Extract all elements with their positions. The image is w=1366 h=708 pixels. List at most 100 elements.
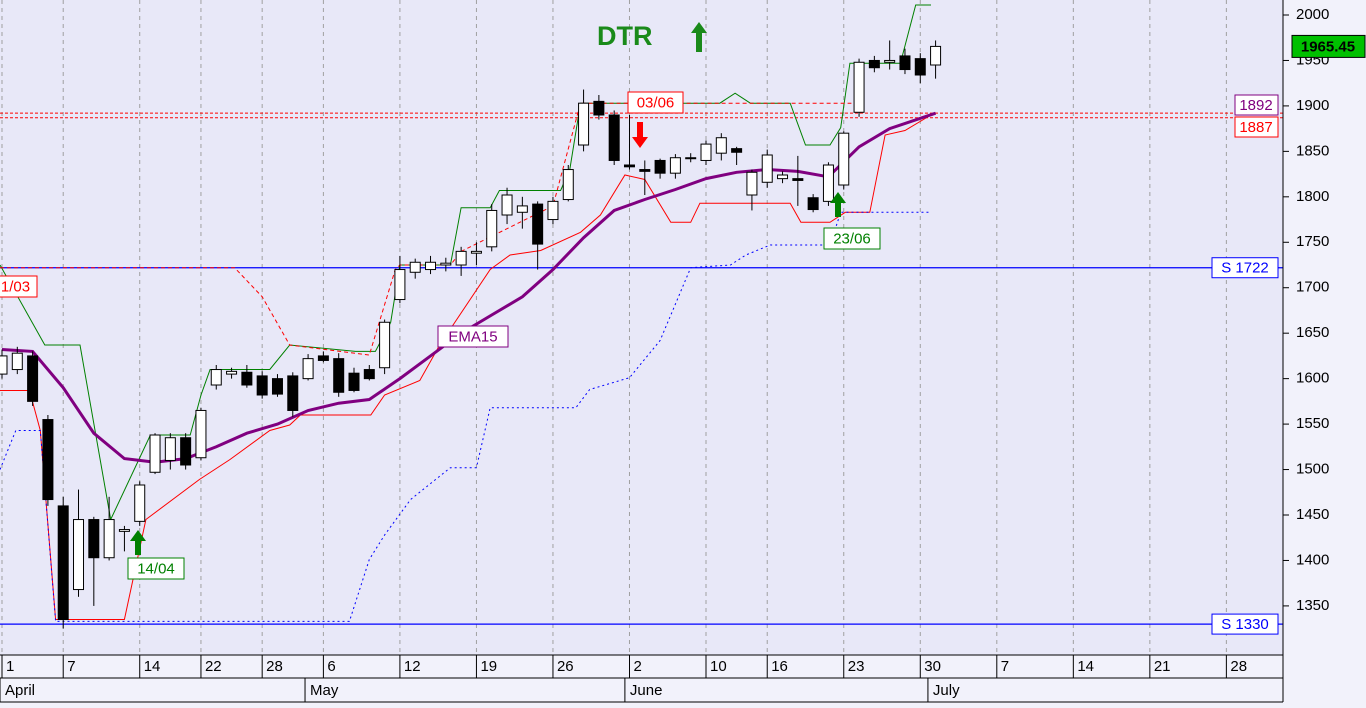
candle-body xyxy=(578,102,590,146)
last-price-box xyxy=(1291,34,1366,58)
annotation-box xyxy=(127,557,185,580)
x-tick-label: 6 xyxy=(327,658,335,675)
month-label: June xyxy=(630,682,663,699)
candle-body xyxy=(118,529,130,532)
candle-body xyxy=(134,484,146,522)
candle-body xyxy=(838,132,850,186)
candle-body xyxy=(868,59,880,69)
support-label-box xyxy=(1211,613,1279,635)
stop-label-box xyxy=(1234,94,1279,116)
overlay-line xyxy=(0,102,852,356)
overlay-line xyxy=(0,4,931,522)
candle-body xyxy=(623,164,635,168)
annotation-box xyxy=(437,325,509,348)
stop-label: 1887 xyxy=(1239,119,1272,136)
candle-body xyxy=(654,159,666,174)
stop-label: 1892 xyxy=(1239,97,1272,114)
y-tick-label: 2000 xyxy=(1296,6,1329,23)
candle-body xyxy=(486,209,498,248)
candle-body xyxy=(914,58,926,76)
candle-body xyxy=(746,171,758,196)
candle-body xyxy=(425,261,437,271)
signal-arrow xyxy=(632,122,648,148)
candle-body xyxy=(226,370,238,375)
candle-body xyxy=(777,174,789,180)
labels: DTR S 1722 S 1330 1892 1887 1965.45 03/06 14/0… xyxy=(0,21,1366,635)
candle-body xyxy=(455,250,467,266)
x-tick-label: 1 xyxy=(6,658,14,675)
signal-arrow xyxy=(130,530,146,555)
candle-body xyxy=(42,419,54,501)
candle-body xyxy=(593,100,605,116)
x-tick-label: 2 xyxy=(633,658,641,675)
candle-body xyxy=(149,434,161,473)
axes: 1350 1400 1450 1500 1550 1600 1650 1700 1750 1800… xyxy=(0,0,1329,703)
candle-body xyxy=(210,369,222,386)
x-tick-label: 7 xyxy=(67,658,75,675)
x-tick-label: 19 xyxy=(480,658,497,675)
candle-body xyxy=(164,437,176,461)
candle-body xyxy=(287,375,299,411)
candle-body xyxy=(700,143,712,161)
annotation-label: EMA15 xyxy=(448,328,497,345)
candle-body xyxy=(180,437,192,466)
x-tick-label: 28 xyxy=(266,658,283,675)
candle-body xyxy=(302,358,314,380)
candle-body xyxy=(73,519,85,591)
y-tick-label: 1900 xyxy=(1296,97,1329,114)
candle-body xyxy=(333,358,345,393)
x-tick-label: 14 xyxy=(1077,658,1094,675)
plot xyxy=(0,4,1283,629)
support-label: S 1330 xyxy=(1221,616,1269,633)
x-tick-label: 12 xyxy=(404,658,421,675)
candle-body xyxy=(547,200,559,221)
annotation-box xyxy=(627,91,684,114)
overlay-line xyxy=(0,211,931,622)
x-tick-label: 21 xyxy=(1154,658,1171,675)
annotation-box xyxy=(823,227,881,250)
y-tick-label: 1800 xyxy=(1296,188,1329,205)
overlay-line xyxy=(0,114,932,620)
candle-body xyxy=(899,55,911,71)
annotation-label: 14/04 xyxy=(137,560,175,577)
month-label: April xyxy=(5,682,35,699)
candle-body xyxy=(761,154,773,183)
candle-body xyxy=(669,157,681,174)
candle-body xyxy=(822,164,834,202)
annotation-box xyxy=(0,275,38,298)
candle-body xyxy=(516,205,528,213)
chart-title: DTR xyxy=(597,21,653,51)
y-tick-label: 1650 xyxy=(1296,324,1329,341)
x-tick-label: 30 xyxy=(924,658,941,675)
x-tick-label: 10 xyxy=(710,658,727,675)
candle-body xyxy=(195,409,207,459)
y-tick-label: 1550 xyxy=(1296,415,1329,432)
candle-body xyxy=(731,148,743,153)
candle-body xyxy=(501,194,513,216)
annotation-label: 23/06 xyxy=(833,230,871,247)
candle-body xyxy=(639,169,651,172)
annotation-label: 1/03 xyxy=(1,278,30,295)
candle-body xyxy=(394,269,406,301)
x-tick-label: 16 xyxy=(771,658,788,675)
y-tick-label: 1450 xyxy=(1296,506,1329,523)
y-tick-label: 1700 xyxy=(1296,279,1329,296)
y-tick-label: 1350 xyxy=(1296,597,1329,614)
candle-body xyxy=(241,371,253,386)
candle-body xyxy=(256,375,268,396)
month-label: July xyxy=(933,682,960,699)
x-tick-label: 7 xyxy=(1001,658,1009,675)
y-tick-label: 1600 xyxy=(1296,370,1329,387)
x-tick-label: 23 xyxy=(848,658,865,675)
stop-label-box xyxy=(1234,116,1279,138)
support-label: S 1722 xyxy=(1221,260,1269,277)
signal-arrow xyxy=(830,192,846,217)
candle-body xyxy=(807,197,819,211)
support-label-box xyxy=(1211,257,1279,279)
candle-body xyxy=(792,178,804,181)
candle-body xyxy=(317,355,329,361)
candle-body xyxy=(608,114,620,161)
candle-body xyxy=(470,250,482,254)
